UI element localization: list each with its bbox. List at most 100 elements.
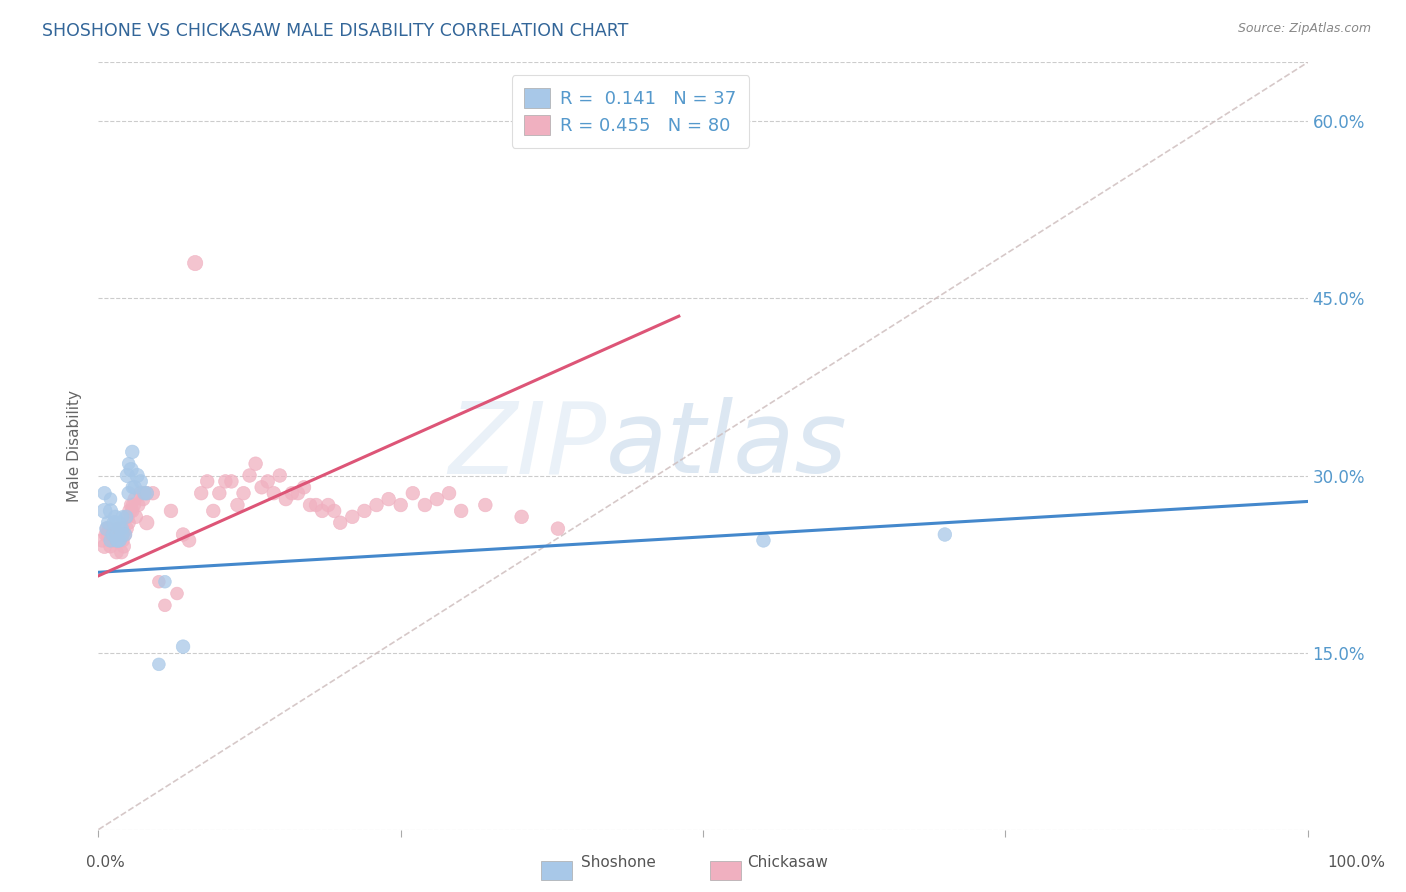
Point <box>96 522 118 536</box>
Point <box>413 498 436 512</box>
Point <box>122 498 145 512</box>
Text: atlas: atlas <box>606 398 848 494</box>
Text: Shoshone: Shoshone <box>581 855 657 870</box>
Text: 0.0%: 0.0% <box>86 855 125 870</box>
Point <box>114 527 136 541</box>
Point <box>323 504 346 518</box>
Text: 100.0%: 100.0% <box>1327 855 1386 870</box>
Point <box>118 457 141 471</box>
Point <box>117 509 139 524</box>
Point <box>292 480 315 494</box>
Point <box>101 527 124 541</box>
Point <box>108 527 131 541</box>
Point <box>100 492 122 507</box>
Point <box>108 533 131 548</box>
Point <box>121 480 143 494</box>
Text: SHOSHONE VS CHICKASAW MALE DISABILITY CORRELATION CHART: SHOSHONE VS CHICKASAW MALE DISABILITY CO… <box>42 22 628 40</box>
Point <box>232 486 254 500</box>
Point <box>547 522 569 536</box>
Point <box>114 527 136 541</box>
Point <box>142 486 165 500</box>
Point <box>94 527 117 541</box>
Point <box>342 509 364 524</box>
Point <box>129 486 152 500</box>
Point <box>129 475 152 489</box>
Point <box>184 256 207 270</box>
Point <box>752 533 775 548</box>
Point <box>287 486 309 500</box>
Point <box>316 498 339 512</box>
Point <box>97 516 120 530</box>
Point <box>226 498 249 512</box>
Point <box>250 480 273 494</box>
Point <box>195 475 218 489</box>
Point <box>450 504 472 518</box>
Point <box>329 516 352 530</box>
Point <box>389 498 412 512</box>
Point <box>93 539 115 553</box>
Point <box>437 486 460 500</box>
Point <box>127 498 149 512</box>
Legend: R =  0.141   N = 37, R = 0.455   N = 80: R = 0.141 N = 37, R = 0.455 N = 80 <box>512 75 749 147</box>
Point <box>103 533 125 548</box>
Point <box>153 599 176 613</box>
Point <box>269 468 291 483</box>
Point <box>160 504 183 518</box>
Point <box>110 522 132 536</box>
Point <box>353 504 375 518</box>
Point <box>305 498 328 512</box>
Point <box>148 657 170 672</box>
Point <box>245 457 267 471</box>
Point <box>118 516 141 530</box>
Point <box>172 640 194 654</box>
Point <box>111 522 134 536</box>
Point <box>132 492 155 507</box>
Point <box>104 509 127 524</box>
Point <box>105 533 128 548</box>
Point <box>118 486 141 500</box>
Point <box>208 486 231 500</box>
Point <box>117 468 139 483</box>
Point <box>104 527 127 541</box>
Point <box>100 533 122 548</box>
Point <box>190 486 212 500</box>
Point <box>366 498 388 512</box>
Text: Source: ZipAtlas.com: Source: ZipAtlas.com <box>1237 22 1371 36</box>
Point <box>93 504 115 518</box>
Point <box>172 527 194 541</box>
Point <box>98 522 121 536</box>
Point <box>256 475 278 489</box>
Point <box>120 462 142 476</box>
Point <box>426 492 449 507</box>
Point <box>474 498 496 512</box>
Point <box>103 516 125 530</box>
Point <box>96 522 118 536</box>
Point <box>111 527 134 541</box>
Point <box>148 574 170 589</box>
Point <box>121 445 143 459</box>
Point <box>100 504 122 518</box>
Point <box>166 586 188 600</box>
Point <box>100 533 122 548</box>
Point <box>108 522 131 536</box>
Point <box>274 492 297 507</box>
Point <box>115 509 138 524</box>
Point <box>124 480 146 494</box>
Point <box>111 509 134 524</box>
Point <box>934 527 956 541</box>
Point <box>100 539 122 553</box>
Point <box>115 522 138 536</box>
Point <box>93 486 115 500</box>
Point <box>402 486 425 500</box>
Point <box>221 475 243 489</box>
Point <box>377 492 399 507</box>
Point <box>202 504 225 518</box>
Point <box>510 509 533 524</box>
Point <box>107 533 129 548</box>
Y-axis label: Male Disability: Male Disability <box>67 390 83 502</box>
Point <box>105 533 128 548</box>
Point <box>107 522 129 536</box>
Point <box>281 486 304 500</box>
Point <box>121 504 143 518</box>
Point <box>299 498 322 512</box>
